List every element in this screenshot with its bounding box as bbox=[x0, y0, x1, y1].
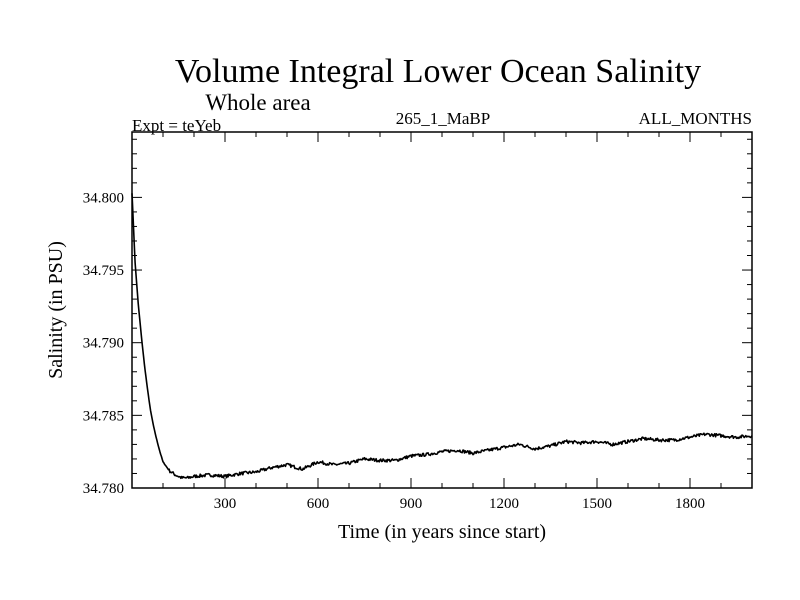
header-run-id: 265_1_MaBP bbox=[396, 109, 490, 128]
y-axis-label: Salinity (in PSU) bbox=[45, 241, 67, 379]
y-tick-label: 34.790 bbox=[83, 336, 124, 352]
header-months: ALL_MONTHS bbox=[639, 109, 752, 128]
y-tick-label: 34.785 bbox=[83, 408, 124, 424]
y-tick-label: 34.795 bbox=[83, 263, 124, 279]
y-tick-label: 34.800 bbox=[83, 190, 124, 206]
x-axis-label: Time (in years since start) bbox=[338, 521, 546, 543]
x-tick-label: 300 bbox=[214, 496, 237, 512]
header-experiment: Expt = teYeb bbox=[132, 116, 221, 135]
plot-frame bbox=[131, 131, 753, 489]
x-tick-label: 900 bbox=[400, 496, 423, 512]
chart-title: Volume Integral Lower Ocean Salinity bbox=[175, 53, 701, 90]
x-tick-label: 1500 bbox=[582, 496, 612, 512]
salinity-series-line bbox=[131, 193, 753, 480]
x-tick-label: 1200 bbox=[489, 496, 519, 512]
y-tick-label: 34.780 bbox=[83, 481, 124, 497]
x-tick-label: 1800 bbox=[675, 496, 705, 512]
chart-subtitle: Whole area bbox=[205, 90, 310, 115]
x-tick-label: 600 bbox=[307, 496, 330, 512]
